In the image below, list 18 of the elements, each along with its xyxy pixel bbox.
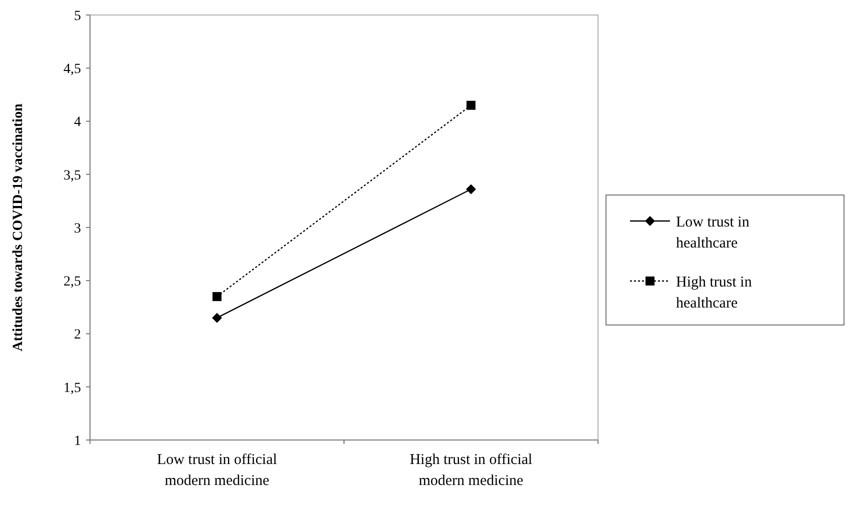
y-tick-label: 2,5 bbox=[64, 274, 81, 290]
y-tick-label: 3,5 bbox=[64, 168, 81, 184]
y-tick-label: 4 bbox=[74, 115, 81, 130]
point bbox=[212, 312, 222, 323]
y-tick-label: 1 bbox=[74, 434, 81, 449]
point bbox=[466, 184, 476, 194]
y-tick-label: 2 bbox=[74, 328, 81, 343]
point bbox=[466, 100, 476, 110]
point bbox=[212, 292, 222, 302]
x-tick-label: Low trust in official modern medicine bbox=[156, 452, 278, 489]
y-tick-label: 5 bbox=[74, 8, 81, 24]
x-tick-label: High trust in official modern medicine bbox=[410, 452, 532, 489]
y-tick-label: 4,5 bbox=[64, 62, 81, 78]
y-tick-label: 1,5 bbox=[64, 380, 81, 396]
legend-label: High trust in healthcare bbox=[676, 274, 752, 312]
legend-label: Low trust in healthcare bbox=[676, 214, 750, 252]
y-tick-label: 3 bbox=[74, 221, 81, 236]
y-axis-title: Attitudes towards COVID-19 vaccination bbox=[11, 103, 26, 352]
